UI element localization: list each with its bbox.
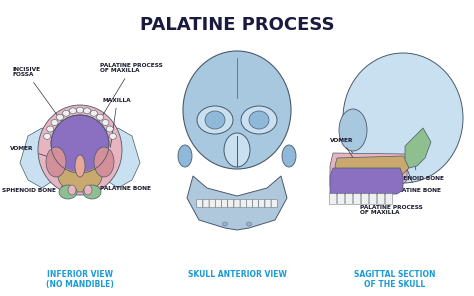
Text: INCISIVE
FOSSA: INCISIVE FOSSA (12, 67, 66, 128)
Polygon shape (330, 168, 403, 194)
Text: PALATINE BONE: PALATINE BONE (93, 186, 151, 192)
Text: VOMER: VOMER (330, 138, 356, 162)
Ellipse shape (249, 111, 269, 129)
Ellipse shape (224, 133, 250, 167)
Ellipse shape (47, 126, 54, 132)
Text: SAGITTAL SECTION
OF THE SKULL: SAGITTAL SECTION OF THE SKULL (354, 270, 436, 289)
FancyBboxPatch shape (265, 200, 271, 207)
Ellipse shape (178, 145, 192, 167)
FancyBboxPatch shape (253, 200, 259, 207)
Ellipse shape (51, 120, 58, 126)
FancyBboxPatch shape (197, 200, 203, 207)
FancyBboxPatch shape (222, 200, 228, 207)
Ellipse shape (52, 116, 108, 172)
Polygon shape (90, 128, 140, 188)
Ellipse shape (91, 110, 97, 116)
Ellipse shape (84, 185, 92, 195)
Ellipse shape (83, 108, 91, 114)
Ellipse shape (51, 115, 109, 173)
Ellipse shape (69, 108, 76, 114)
FancyBboxPatch shape (271, 200, 277, 207)
Ellipse shape (44, 133, 51, 139)
FancyBboxPatch shape (337, 194, 345, 205)
Ellipse shape (343, 53, 463, 183)
Ellipse shape (109, 133, 117, 139)
Text: SKULL ANTERIOR VIEW: SKULL ANTERIOR VIEW (188, 270, 286, 279)
Ellipse shape (106, 126, 113, 132)
Ellipse shape (282, 145, 296, 167)
FancyBboxPatch shape (362, 194, 368, 205)
Text: SPHENOID BONE: SPHENOID BONE (390, 153, 444, 181)
FancyBboxPatch shape (370, 194, 376, 205)
Polygon shape (330, 153, 407, 186)
Ellipse shape (75, 155, 85, 177)
Ellipse shape (97, 114, 104, 120)
Ellipse shape (197, 106, 233, 134)
FancyBboxPatch shape (385, 194, 392, 205)
Text: MAXILLA: MAXILLA (103, 97, 132, 147)
Ellipse shape (205, 111, 225, 129)
FancyBboxPatch shape (228, 200, 234, 207)
FancyBboxPatch shape (354, 194, 361, 205)
Ellipse shape (183, 51, 291, 169)
Ellipse shape (246, 222, 252, 226)
Ellipse shape (76, 107, 83, 113)
FancyBboxPatch shape (209, 200, 215, 207)
Ellipse shape (222, 222, 228, 226)
FancyBboxPatch shape (329, 194, 337, 205)
Text: SPHENOID BONE: SPHENOID BONE (2, 186, 63, 192)
FancyBboxPatch shape (377, 194, 384, 205)
Ellipse shape (83, 185, 101, 199)
FancyBboxPatch shape (215, 200, 221, 207)
FancyBboxPatch shape (240, 200, 246, 207)
Polygon shape (187, 176, 287, 230)
Ellipse shape (241, 106, 277, 134)
FancyBboxPatch shape (203, 200, 209, 207)
Ellipse shape (339, 109, 367, 151)
Text: PALATINE PROCESS: PALATINE PROCESS (140, 16, 334, 34)
FancyBboxPatch shape (346, 194, 353, 205)
Polygon shape (335, 156, 409, 174)
Polygon shape (20, 128, 70, 188)
Ellipse shape (58, 160, 102, 192)
Ellipse shape (56, 114, 64, 120)
Text: VOMER: VOMER (10, 146, 79, 167)
FancyBboxPatch shape (246, 200, 252, 207)
Ellipse shape (46, 147, 66, 177)
Ellipse shape (94, 147, 114, 177)
Polygon shape (405, 128, 431, 168)
FancyBboxPatch shape (234, 200, 240, 207)
Text: PALATINE PROCESS
OF MAXILLA: PALATINE PROCESS OF MAXILLA (91, 62, 163, 133)
Ellipse shape (63, 110, 70, 116)
FancyBboxPatch shape (259, 200, 265, 207)
Ellipse shape (38, 105, 122, 195)
Ellipse shape (102, 120, 109, 126)
Text: PALATINE BONE: PALATINE BONE (390, 167, 441, 192)
Ellipse shape (59, 185, 77, 199)
Ellipse shape (68, 185, 76, 195)
Text: PALATINE PROCESS
OF MAXILLA: PALATINE PROCESS OF MAXILLA (360, 188, 423, 215)
Text: INFERIOR VIEW
(NO MANDIBLE): INFERIOR VIEW (NO MANDIBLE) (46, 270, 114, 289)
Ellipse shape (50, 117, 110, 183)
